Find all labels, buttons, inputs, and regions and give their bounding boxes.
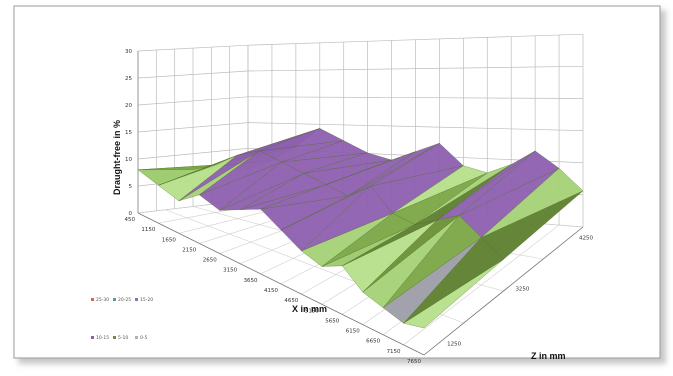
surface-facet xyxy=(321,213,416,267)
surface-facet xyxy=(392,165,488,214)
x-tick-label: 1650 xyxy=(162,237,176,243)
legend-label: 0-5 xyxy=(140,335,147,341)
surface-facet xyxy=(260,184,349,210)
x-tick-label: 6150 xyxy=(346,329,360,335)
x-tick-label: 7150 xyxy=(387,349,401,355)
grid-line xyxy=(137,96,249,106)
surface-facet xyxy=(240,173,327,210)
legend-swatch xyxy=(135,336,138,339)
legend-label: 5-10 xyxy=(118,335,128,341)
surface-facet xyxy=(370,143,464,187)
y-tick-label: 3250 xyxy=(515,287,529,293)
grid-line xyxy=(247,122,584,131)
x-axis-ticks: 450 1150 1650 2150 2650 3150 3650 4150 4650 5150 5… xyxy=(125,217,422,365)
x-tick-label: 450 xyxy=(125,217,136,223)
depth-axis-line xyxy=(423,226,584,356)
grid-line xyxy=(137,70,249,79)
z-tick-label: 5 xyxy=(129,184,133,190)
x-tick-label: 4650 xyxy=(284,298,298,304)
x-tick-label: 5150 xyxy=(305,308,319,314)
legend-swatch xyxy=(113,298,116,301)
x-axis-label: X in mm xyxy=(292,304,327,314)
y-axis-ticks: 1250 3250 4250 xyxy=(447,235,593,347)
legend-label: 15-20 xyxy=(140,297,153,303)
grid-line xyxy=(247,65,584,72)
z-tick-label: 15 xyxy=(125,130,132,136)
z-tick-label: 30 xyxy=(125,49,132,55)
legend-swatch xyxy=(91,298,94,301)
surface-mesh xyxy=(137,128,584,329)
x-tick-label: 3650 xyxy=(244,278,258,284)
surface-facet xyxy=(178,150,260,202)
legend-swatch xyxy=(113,336,116,339)
surface-facet xyxy=(362,215,460,293)
x-tick-label: 2150 xyxy=(182,247,196,253)
legend-label: 10-15 xyxy=(96,335,109,341)
surface-facet xyxy=(219,161,305,211)
y-axis-label: Z in mm xyxy=(531,351,566,361)
surface-facet xyxy=(481,168,584,238)
grid-line xyxy=(247,96,584,99)
x-tick-label: 1150 xyxy=(141,227,155,233)
grid-line xyxy=(137,44,249,52)
surface-facet xyxy=(348,143,440,197)
legend-label: 25-30 xyxy=(96,297,109,303)
surface-facet xyxy=(436,150,536,221)
legend-swatch xyxy=(91,336,94,339)
surface-facet xyxy=(326,151,416,185)
grid-line xyxy=(247,33,584,46)
legend-label: 20-25 xyxy=(118,297,131,303)
z-axis-label: Draught-free in % xyxy=(112,120,122,195)
z-tick-label: 10 xyxy=(125,157,132,163)
legend: 25-30 20-25 15-20 10-15 5-10 0-5 xyxy=(91,297,153,341)
grid-line xyxy=(137,148,249,160)
surface-facet xyxy=(281,140,369,163)
x-tick-label: 6650 xyxy=(366,339,380,345)
x-tick-label: 4150 xyxy=(264,288,278,294)
surface-facet xyxy=(137,164,216,170)
surface-facet xyxy=(383,215,482,308)
surface-facet xyxy=(414,164,512,225)
legend-swatch xyxy=(135,298,138,301)
surface-facet xyxy=(259,128,345,151)
z-tick-label: 25 xyxy=(125,76,132,82)
x-tick-label: 2650 xyxy=(203,258,217,264)
z-axis-ticks: 0 5 10 15 20 25 30 xyxy=(125,49,133,217)
surface-facet xyxy=(301,185,393,252)
x-tick-label: 3150 xyxy=(223,268,237,274)
surface-facet xyxy=(403,237,504,324)
surface-facet xyxy=(199,150,283,195)
surface-facet xyxy=(342,219,438,266)
x-axis-line xyxy=(137,212,425,356)
surface-facet xyxy=(459,150,560,216)
y-tick-label: 4250 xyxy=(579,235,593,241)
z-tick-label: 0 xyxy=(129,211,133,217)
x-tick-label: 7650 xyxy=(407,359,421,365)
grid-line xyxy=(137,122,249,133)
surface-facet xyxy=(158,155,238,186)
x-tick-label: 5650 xyxy=(325,318,339,324)
surface-facet xyxy=(303,152,392,174)
surface-facet xyxy=(280,186,371,231)
z-tick-label: 20 xyxy=(125,103,132,109)
y-tick-label: 1250 xyxy=(447,342,461,348)
